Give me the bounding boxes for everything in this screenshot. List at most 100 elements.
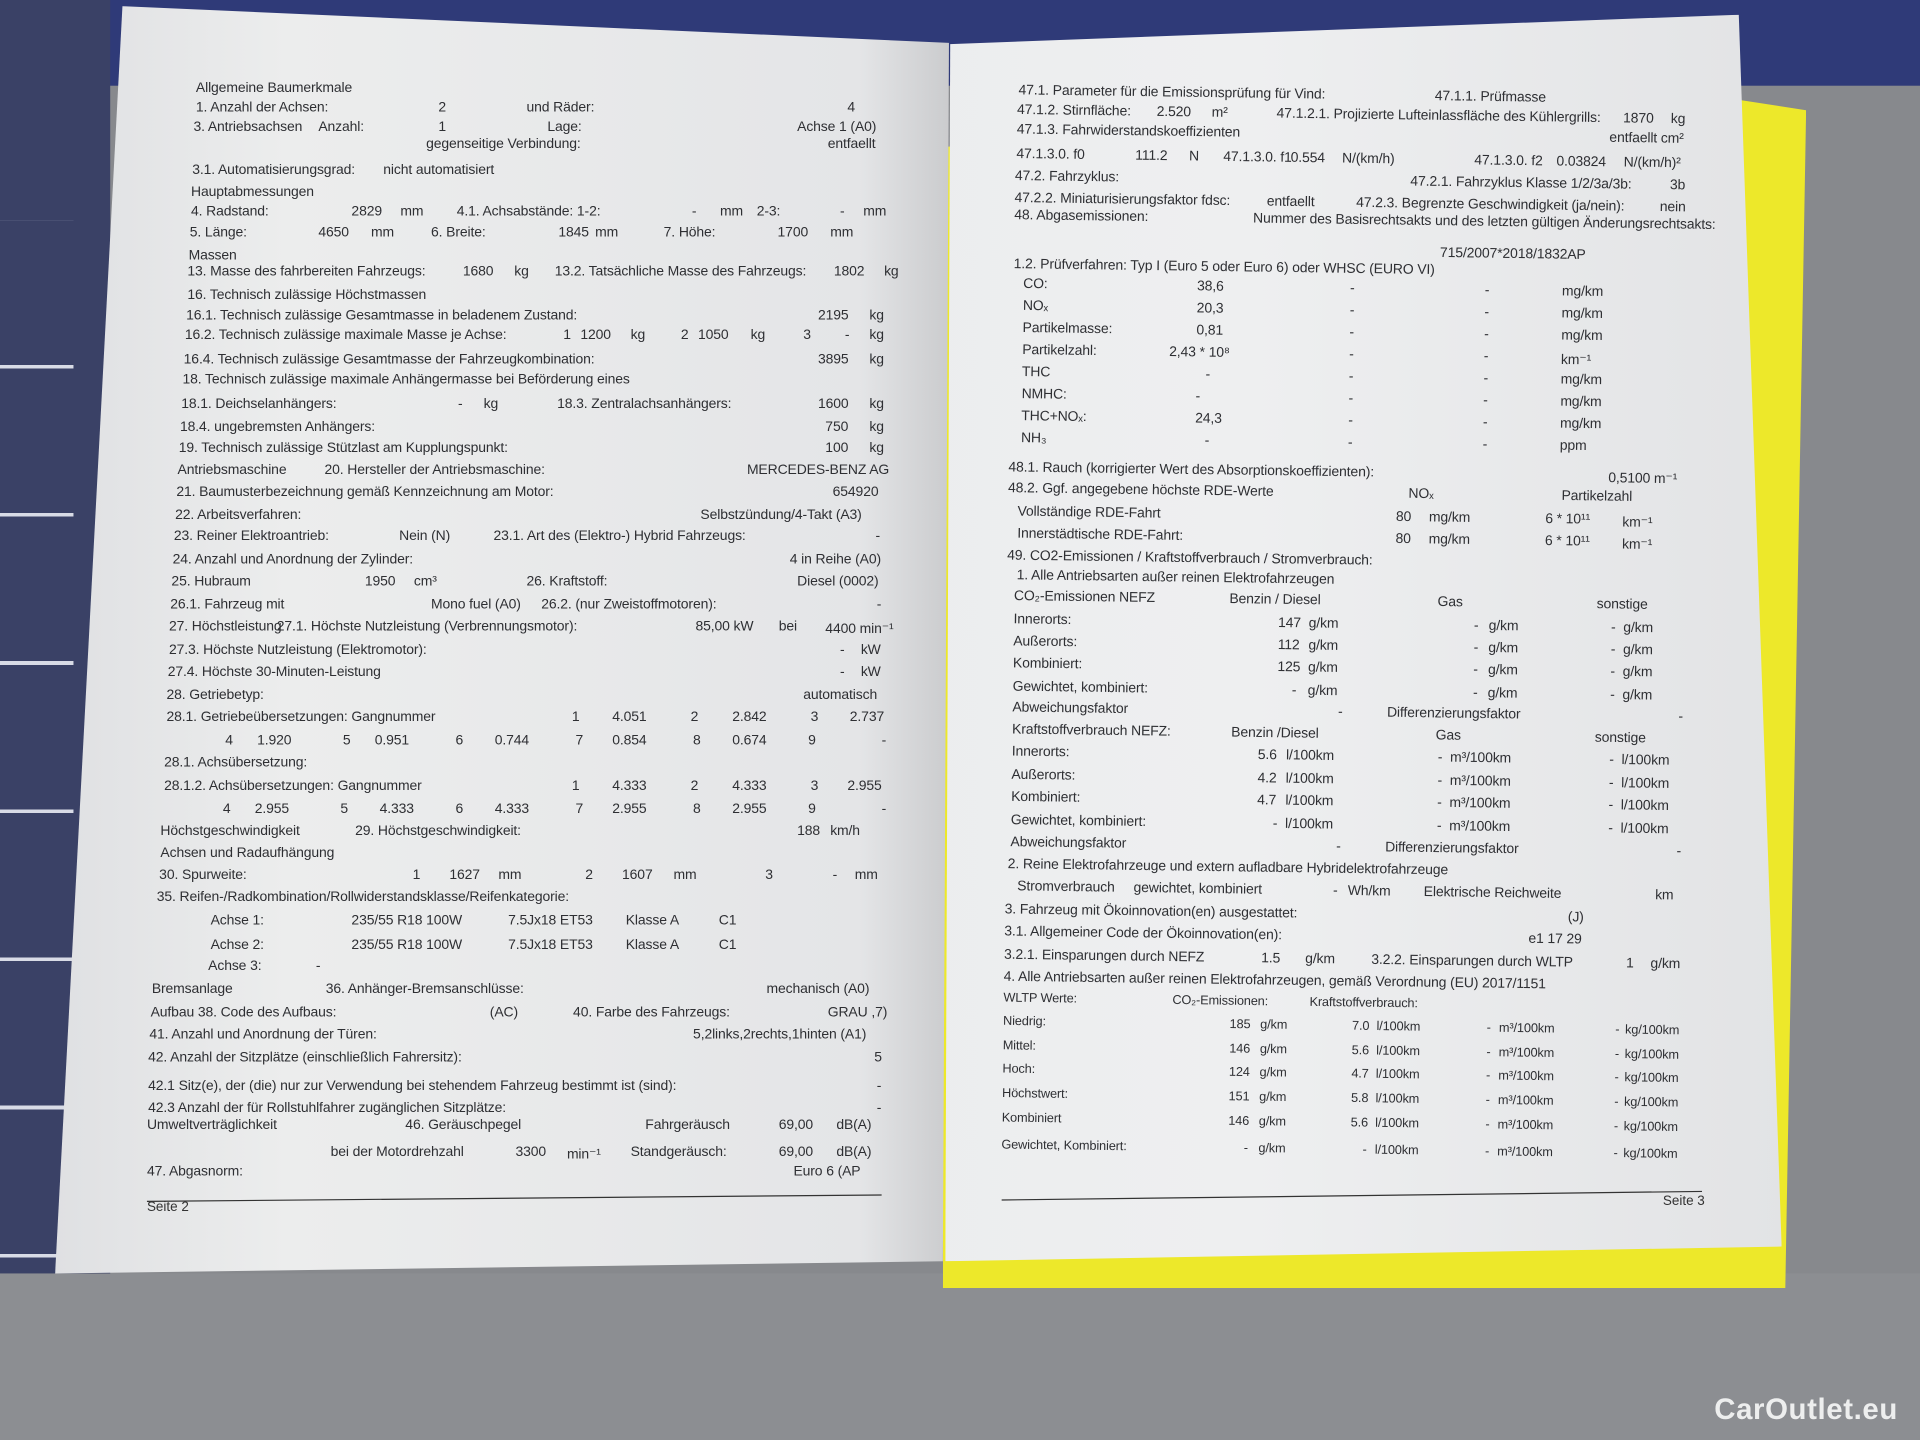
field-value: 0.674 xyxy=(732,733,767,749)
field-value: - xyxy=(832,868,838,883)
field-value: C1 xyxy=(718,937,737,953)
field-value: 4650 xyxy=(318,225,349,241)
field-label: Partikelzahl: xyxy=(1022,342,1097,359)
field-value: 3 xyxy=(803,328,811,343)
field-label: Gewichtet, kombiniert: xyxy=(1012,679,1149,697)
field-value: 1.920 xyxy=(257,733,292,749)
field-value: mm xyxy=(498,868,522,883)
field-value: - xyxy=(1483,371,1489,387)
field-value: 0.854 xyxy=(612,733,647,749)
field-label: Innerorts: xyxy=(1011,744,1070,760)
field-value: - xyxy=(1485,1118,1490,1133)
field-label: Vollständige RDE-Fahrt xyxy=(1017,504,1161,522)
field-value: l/100km xyxy=(1621,776,1670,792)
field-value: g/km xyxy=(1622,642,1653,658)
field-value: 1 xyxy=(412,868,421,883)
field-value: N/(km/h) xyxy=(1342,151,1395,167)
field-label: 47. Abgasnorm: xyxy=(146,1164,243,1180)
field-value: - xyxy=(1348,413,1353,429)
field-value: 124 xyxy=(1228,1065,1250,1080)
field-value: m³/100km xyxy=(1498,1069,1554,1084)
field-value: 4 xyxy=(847,100,856,116)
field-value: 0.744 xyxy=(494,733,529,749)
field-label: Antriebsmaschine xyxy=(177,462,287,478)
field-value: l/100km xyxy=(1376,1020,1421,1035)
field-value: 3 xyxy=(765,868,773,883)
field-value: GRAU ,7) xyxy=(827,1005,888,1021)
field-value: 80 xyxy=(1395,509,1412,525)
field-label: 41. Anzahl und Anordnung der Türen: xyxy=(149,1027,377,1043)
field-value: m³/100km xyxy=(1498,1021,1555,1037)
field-value: 2 xyxy=(690,710,699,725)
field-value: - xyxy=(1195,389,1201,405)
field-value: g/km xyxy=(1308,616,1339,632)
field-value: 4.333 xyxy=(732,778,767,794)
field-value: 4.333 xyxy=(494,802,529,817)
field-label: 22. Arbeitsverfahren: xyxy=(175,508,302,523)
field-value: 3300 xyxy=(515,1144,547,1160)
field-value: mg/km xyxy=(1561,306,1603,322)
field-value: 4.7 xyxy=(1351,1067,1369,1082)
field-value: - xyxy=(1349,303,1355,319)
field-value: 147 xyxy=(1277,615,1302,631)
field-value: - xyxy=(1486,1046,1491,1060)
field-value: 36. Anhänger-Bremsanschlüsse: xyxy=(325,982,524,997)
field-value: 4.333 xyxy=(612,778,647,794)
field-label: 42.1 Sitz(e), der (die) nur zur Verwendu… xyxy=(148,1078,677,1094)
field-value: kW xyxy=(860,664,881,680)
field-value: 2.520 xyxy=(1156,104,1192,120)
field-value: - xyxy=(1484,1145,1490,1159)
field-value: 8 xyxy=(693,733,701,749)
field-value: 2.955 xyxy=(612,802,647,817)
field-value: mg/km xyxy=(1428,532,1470,548)
field-value: 6 * 10¹¹ xyxy=(1545,511,1591,528)
field-value: 47.1.3.0. f2 xyxy=(1474,153,1543,169)
field-value: 24,3 xyxy=(1195,411,1222,427)
field-value: 2829 xyxy=(351,204,382,220)
field-value: 5.6 xyxy=(1257,747,1277,763)
field-label: 3.2.1. Einsparungen durch NEFZ xyxy=(1003,947,1205,966)
field-value: mm xyxy=(673,868,697,883)
watermark-logo: CarOutlet.eu xyxy=(1714,1393,1898,1427)
field-value: Diesel (0002) xyxy=(797,574,879,589)
field-value: km⁻¹ xyxy=(1622,515,1653,531)
field-value: l/100km xyxy=(1284,816,1334,833)
field-value: 1845 xyxy=(558,225,589,241)
field-value: g/km xyxy=(1622,688,1653,704)
field-value: Benzin /Diesel xyxy=(1231,725,1319,742)
field-value: entfaellt xyxy=(1266,194,1315,210)
field-value: Nein (N) xyxy=(399,528,451,544)
field-value: l/100km xyxy=(1376,1044,1420,1059)
field-value: - xyxy=(1348,369,1354,385)
field-value: 1050 xyxy=(697,328,729,343)
field-value: 7.0 xyxy=(1351,1019,1370,1034)
field-label: Umweltverträglichkeit xyxy=(146,1117,277,1133)
field-label: 3.1. Automatisierungsgrad: xyxy=(192,162,355,178)
field-value: - xyxy=(1243,1142,1249,1156)
field-value: 654920 xyxy=(832,484,879,500)
field-value: - xyxy=(1349,325,1355,341)
field-value: 47.2.1. Fahrzyklus Klasse 1/2/3a/3b: xyxy=(1410,174,1632,193)
field-value: - xyxy=(457,396,463,412)
field-value: mg/km xyxy=(1428,510,1471,526)
field-value: - xyxy=(1205,367,1211,383)
field-label: Kraftstoffverbrauch NEFZ: xyxy=(1011,722,1171,740)
field-value: - xyxy=(876,1100,882,1116)
field-value: g/km xyxy=(1487,686,1518,702)
field-value: Fahrgeräusch xyxy=(645,1117,730,1133)
field-label: 21. Baumusterbezeichnung gemäß Kennzeich… xyxy=(176,484,554,500)
field-value: - xyxy=(691,204,697,220)
field-value: kg xyxy=(869,440,884,456)
field-label: 23. Reiner Elektroantrieb: xyxy=(173,528,329,544)
field-label: 18.4. ungebremsten Anhängers: xyxy=(180,420,375,435)
field-value: km xyxy=(1655,888,1674,904)
field-label: CO: xyxy=(1023,276,1048,292)
page-number-right: Seite 3 xyxy=(1662,1193,1705,1209)
field-value: km⁻¹ xyxy=(1560,352,1592,369)
field-value: mm xyxy=(863,204,887,220)
field-value: - xyxy=(881,733,887,749)
field-value: 6. Breite: xyxy=(431,225,486,241)
field-value: 29. Höchstgeschwindigkeit: xyxy=(355,824,521,839)
field-value: mg/km xyxy=(1560,372,1603,388)
field-value: kg/100km xyxy=(1623,1120,1678,1135)
